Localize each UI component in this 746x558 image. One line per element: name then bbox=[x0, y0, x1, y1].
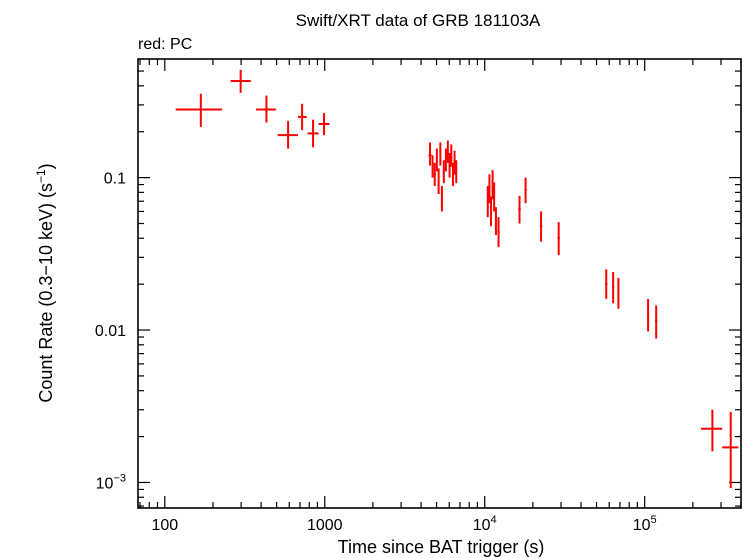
y-axis-label: Count Rate (0.3−10 keV) (s−1) bbox=[34, 163, 56, 402]
x-tick-label: 105 bbox=[633, 514, 657, 534]
data-points bbox=[175, 69, 739, 488]
data-point bbox=[297, 103, 307, 131]
data-point bbox=[442, 160, 445, 184]
data-point bbox=[490, 196, 493, 227]
data-point bbox=[455, 160, 458, 184]
chart-subtitle: red: PC bbox=[138, 36, 192, 53]
data-point bbox=[230, 69, 251, 93]
data-point bbox=[524, 177, 527, 204]
x-tick-labels: 100 1000 104 105 bbox=[151, 514, 656, 534]
data-point bbox=[451, 162, 454, 187]
y-tick-label: 10−3 bbox=[96, 472, 126, 492]
x-axis-label: Time since BAT trigger (s) bbox=[338, 537, 545, 557]
chart-title: Swift/XRT data of GRB 181103A bbox=[296, 11, 541, 30]
data-point bbox=[307, 119, 319, 148]
data-point bbox=[439, 142, 442, 166]
data-point bbox=[494, 207, 497, 236]
axis-ticks bbox=[138, 59, 742, 508]
data-point bbox=[701, 409, 723, 452]
data-point bbox=[605, 269, 608, 299]
y-tick-label: 0.1 bbox=[104, 171, 126, 188]
data-point bbox=[491, 170, 494, 200]
data-point bbox=[450, 144, 453, 167]
data-point bbox=[518, 195, 521, 224]
data-point bbox=[433, 162, 436, 187]
x-tick-label: 100 bbox=[151, 517, 178, 534]
data-point bbox=[655, 305, 658, 339]
data-point bbox=[617, 277, 620, 309]
data-point bbox=[446, 140, 449, 163]
data-point bbox=[256, 95, 276, 123]
data-point bbox=[175, 93, 223, 127]
data-point bbox=[557, 222, 560, 256]
data-point bbox=[437, 168, 440, 195]
data-point bbox=[497, 217, 500, 248]
y-tick-label: 0.01 bbox=[95, 323, 126, 340]
data-point bbox=[647, 298, 650, 332]
data-point bbox=[612, 272, 615, 304]
x-tick-label: 1000 bbox=[307, 517, 343, 534]
data-point bbox=[318, 113, 330, 136]
data-point bbox=[486, 186, 489, 218]
data-point bbox=[722, 411, 739, 488]
x-tick-label: 104 bbox=[473, 514, 497, 534]
data-point bbox=[444, 148, 447, 172]
data-point bbox=[493, 182, 496, 212]
data-point bbox=[431, 155, 434, 178]
y-tick-labels: 10−3 0.01 0.1 bbox=[95, 171, 126, 493]
data-point bbox=[453, 150, 456, 175]
data-point bbox=[488, 174, 491, 204]
data-point bbox=[435, 148, 438, 172]
data-point bbox=[277, 121, 298, 149]
data-point bbox=[428, 142, 432, 166]
plot-frame bbox=[137, 58, 742, 509]
data-point bbox=[448, 153, 451, 178]
data-point bbox=[539, 211, 543, 242]
data-point bbox=[440, 186, 443, 212]
